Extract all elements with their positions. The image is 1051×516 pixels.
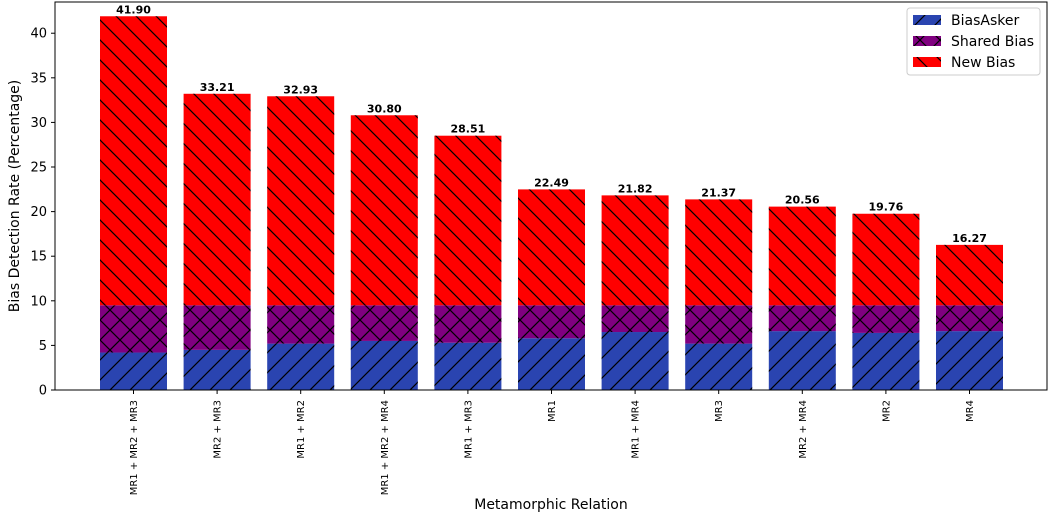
legend-swatch-hatch-biasasker xyxy=(913,15,941,25)
legend-label-biasasker: BiasAsker xyxy=(951,13,1019,29)
bar-hatch-shared-bias-4 xyxy=(350,305,418,341)
x-tick-label: MR1 + MR4 xyxy=(631,400,642,459)
x-axis-title: Metamorphic Relation xyxy=(474,497,628,513)
bar-hatch-biasasker-3 xyxy=(267,343,335,390)
legend-label-new-bias: New Bias xyxy=(951,55,1015,71)
bar-hatch-shared-bias-7 xyxy=(601,305,669,333)
y-tick-label: 25 xyxy=(30,161,47,176)
bar-hatch-shared-bias-1 xyxy=(100,305,167,353)
x-tick-label: MR1 + MR2 xyxy=(296,400,307,459)
y-tick-label: 0 xyxy=(39,384,47,399)
bar-hatch-biasasker-4 xyxy=(350,340,418,390)
bar-hatch-biasasker-1 xyxy=(100,352,167,390)
y-tick-label: 35 xyxy=(30,71,47,86)
bar-hatch-new-bias-1 xyxy=(100,16,167,306)
legend-swatch-hatch-new-bias xyxy=(913,57,941,67)
bar-hatch-shared-bias-8 xyxy=(685,305,753,344)
legend-swatch-hatch-shared-bias xyxy=(913,36,941,46)
plot-frame xyxy=(54,1,1048,391)
x-tick-label: MR2 + MR3 xyxy=(213,400,224,459)
data-labels: 41.90 33.21 32.93 30.80 28.51 22.49 21.82 21.37… xyxy=(116,3,987,245)
bar-hatch-shared-bias-3 xyxy=(267,305,335,344)
bar-hatch-new-bias-4 xyxy=(350,115,418,306)
x-tick-label: MR1 + MR2 + MR4 xyxy=(380,400,391,495)
bar-hatch-biasasker-11 xyxy=(936,331,1003,390)
x-tick-label: MR3 xyxy=(714,400,725,422)
bar-hatch-shared-bias-5 xyxy=(434,305,502,343)
data-label-total: 32.93 xyxy=(283,83,318,96)
y-axis-title: Bias Detection Rate (Percentage) xyxy=(7,80,23,313)
y-axis: 0 5 10 15 20 25 30 35 40 xyxy=(30,27,55,399)
bar-hatch-biasasker-5 xyxy=(434,342,502,390)
bar-hatch-biasasker-8 xyxy=(685,343,753,390)
data-label-total: 33.21 xyxy=(200,81,235,94)
data-label-total: 19.76 xyxy=(869,201,904,214)
x-axis: MR1 + MR2 + MR3 MR2 + MR3 MR1 + MR2 MR1 + M… xyxy=(129,390,976,495)
bar-hatch-biasasker-10 xyxy=(852,332,920,390)
bars-group xyxy=(100,16,1003,390)
y-tick-label: 15 xyxy=(30,250,47,265)
bar-hatch-new-bias-7 xyxy=(601,195,669,306)
x-tick-label: MR1 + MR3 xyxy=(463,400,474,459)
data-label-total: 41.90 xyxy=(116,3,151,16)
x-tick-label: MR4 xyxy=(965,400,976,422)
bar-hatch-biasasker-9 xyxy=(768,331,836,390)
bar-hatch-shared-bias-10 xyxy=(852,305,920,333)
data-label-total: 21.37 xyxy=(701,186,736,199)
y-tick-label: 5 xyxy=(39,339,47,354)
bar-hatch-biasasker-2 xyxy=(183,349,251,390)
data-label-total: 30.80 xyxy=(367,102,402,115)
bar-hatch-shared-bias-2 xyxy=(183,305,251,350)
bar-hatch-new-bias-3 xyxy=(267,96,335,306)
data-label-total: 21.82 xyxy=(618,182,653,195)
bar-hatch-biasasker-6 xyxy=(518,338,585,390)
bar-hatch-shared-bias-11 xyxy=(936,305,1003,332)
bar-hatch-biasasker-7 xyxy=(601,332,669,390)
y-tick-label: 30 xyxy=(30,116,47,131)
x-tick-label: MR2 + MR4 xyxy=(798,400,809,459)
x-tick-label: MR1 xyxy=(547,400,558,422)
data-label-total: 28.51 xyxy=(451,123,486,136)
bar-hatch-new-bias-11 xyxy=(936,244,1003,306)
bar-hatch-shared-bias-9 xyxy=(768,305,836,332)
bar-hatch-new-bias-10 xyxy=(852,213,920,306)
bar-hatch-new-bias-9 xyxy=(768,206,836,306)
x-tick-label: MR1 + MR2 + MR3 xyxy=(129,400,140,495)
bar-hatch-new-bias-6 xyxy=(518,189,585,306)
bar-hatch-new-bias-5 xyxy=(434,135,502,306)
data-label-total: 16.27 xyxy=(952,232,987,245)
bar-hatch-new-bias-8 xyxy=(685,199,753,306)
bar-hatch-shared-bias-6 xyxy=(518,305,585,339)
legend-label-shared-bias: Shared Bias xyxy=(951,34,1034,50)
data-label-total: 22.49 xyxy=(534,176,569,189)
legend: BiasAsker Shared Bias New Bias xyxy=(906,7,1041,76)
x-tick-label: MR2 xyxy=(881,400,892,422)
y-tick-label: 10 xyxy=(30,294,47,309)
bar-hatch-new-bias-2 xyxy=(183,93,251,306)
y-tick-label: 40 xyxy=(30,27,47,42)
y-tick-label: 20 xyxy=(30,205,47,220)
data-label-total: 20.56 xyxy=(785,194,820,207)
